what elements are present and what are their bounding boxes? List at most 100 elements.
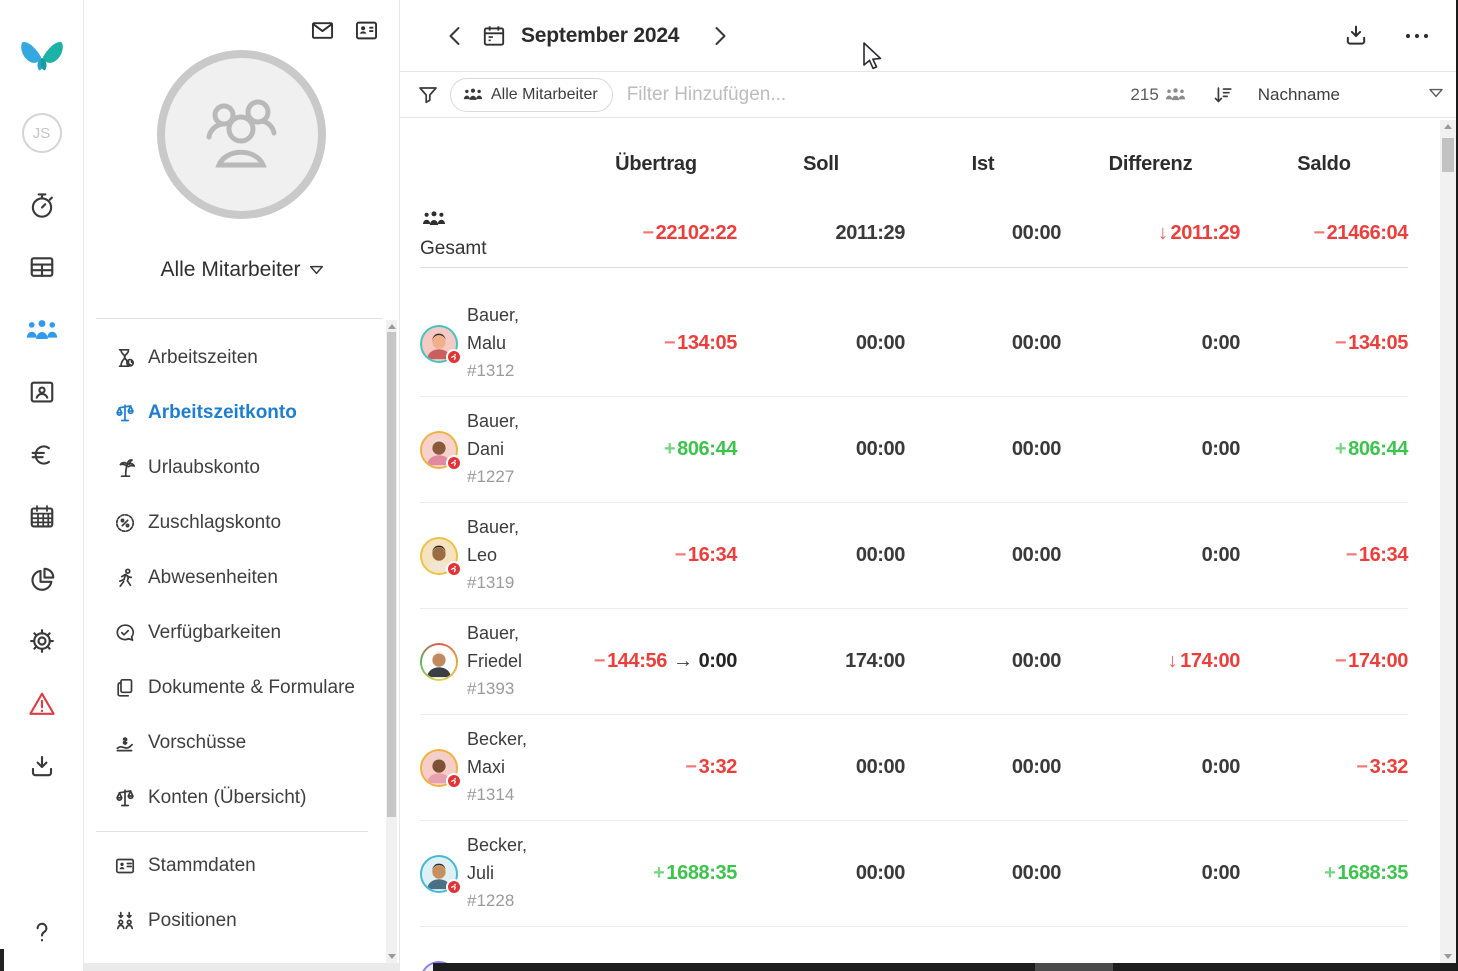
profile-group-selector[interactable]: Alle Mitarbeiter (84, 258, 400, 282)
employee-name: Becker, Maxi #1314 (467, 726, 527, 809)
employee-id: #1312 (467, 361, 515, 381)
sidebar-item-abwesenheiten[interactable]: Abwesenheiten (84, 550, 384, 605)
sidebar-item-urlaubskonto[interactable]: Urlaubskonto (84, 440, 384, 495)
total-row[interactable]: Gesamt −22102:22 2011:29 00:00 ↓ 2011:29 −214… (420, 200, 1408, 268)
contact-card-icon[interactable] (353, 17, 380, 49)
next-month-button[interactable] (703, 19, 737, 53)
employee-avatar[interactable] (420, 536, 462, 577)
scales-icon (112, 400, 138, 426)
rail-euro-icon[interactable] (27, 440, 57, 470)
value-cell: +806:44 (663, 438, 738, 460)
sidebar-item-label: Dokumente & Formulare (148, 677, 355, 698)
sidebar-item-dokumente-formulare[interactable]: Dokumente & Formulare (84, 660, 384, 715)
sidebar-item-zuschlagskonto[interactable]: Zuschlagskonto (84, 495, 384, 550)
positions-icon (112, 908, 138, 934)
help-icon[interactable] (27, 917, 57, 947)
rail-download-icon[interactable] (27, 752, 57, 782)
employee-avatar[interactable] (420, 430, 462, 471)
rail-warning-icon[interactable] (27, 689, 57, 719)
column-header-ist[interactable]: Ist (971, 152, 995, 175)
brand-butterfly-logo[interactable] (19, 36, 65, 78)
sidebar-item-label: Arbeitszeitkonto (148, 402, 297, 423)
more-options-button[interactable] (1404, 32, 1430, 40)
sidebar-item-stammdaten[interactable]: Stammdaten (84, 838, 384, 893)
sidebar-menu: Arbeitszeiten Arbeitszeitkonto Urlaubskont… (84, 330, 384, 948)
table-row[interactable]: Bauer, Malu #1312 −134:05 00:00 00:00 0:00 −134… (420, 291, 1408, 397)
chat-check-icon (112, 620, 138, 646)
sort-dropdown-chevron[interactable] (1428, 86, 1444, 104)
value-cell: 174:00 (845, 650, 905, 672)
runner-icon (112, 565, 138, 591)
horizontal-scrollbar[interactable] (433, 963, 1458, 971)
sidebar-item-label: Zuschlagskonto (148, 512, 282, 533)
sort-control[interactable]: Nachname (1212, 84, 1340, 106)
value-cell: −16:34 (1345, 544, 1409, 566)
sidebar: Alle Mitarbeiter Arbeitszeiten Arbeitszei… (84, 0, 400, 971)
sidebar-item-arbeitszeitkonto[interactable]: Arbeitszeitkonto (84, 385, 384, 440)
avatar[interactable]: JS (21, 113, 62, 153)
column-header-soll[interactable]: Soll (803, 152, 839, 175)
employee-avatar[interactable] (420, 748, 462, 789)
filter-input[interactable] (626, 83, 1131, 106)
sidebar-item-arbeitszeiten[interactable]: Arbeitszeiten (84, 330, 384, 385)
sidebar-item-label: Urlaubskonto (148, 457, 260, 478)
value-cell: −174:00 (1334, 650, 1409, 672)
rail-contact-card-icon[interactable] (27, 377, 57, 407)
column-header-saldo[interactable]: Saldo (1297, 152, 1351, 175)
filter-chip-label: Alle Mitarbeiter (491, 85, 598, 103)
absence-badge-icon (446, 348, 462, 365)
table-row[interactable]: Bauer, Dani #1227 +806:44 00:00 00:00 0:00 +806… (420, 397, 1408, 503)
value-cell: −21466:04 (1313, 222, 1408, 244)
employee-cell: Becker, Juli #1228 (420, 832, 575, 915)
main-scrollbar-thumb[interactable] (1442, 138, 1454, 172)
rail-calendar-icon[interactable] (27, 502, 57, 532)
employee-avatar[interactable] (420, 642, 458, 681)
value-cell: −22102:22 (642, 222, 737, 244)
table-row[interactable]: Becker, Juli #1228 +1688:35 00:00 00:00 0:00 +1… (420, 821, 1408, 927)
rail-pie-chart-icon[interactable] (27, 564, 57, 594)
sidebar-item-konten-übersicht[interactable]: Konten (Übersicht) (84, 770, 384, 825)
column-header-übertrag[interactable]: Übertrag (615, 152, 697, 175)
filter-funnel-icon[interactable] (416, 83, 440, 107)
mail-icon[interactable] (309, 17, 336, 49)
horizontal-scrollbar-thumb[interactable] (1035, 963, 1113, 971)
table-row[interactable]: Bauer, Friedel #1393 −144:56 → 0:00 174:00 00:0… (420, 609, 1408, 715)
sort-descending-icon (1214, 86, 1232, 103)
rail-stopwatch-icon[interactable] (27, 190, 57, 220)
employee-cell: Bauer, Friedel #1393 (420, 620, 575, 703)
export-download-button[interactable] (1342, 22, 1370, 50)
employee-count: 215 (1130, 85, 1185, 105)
rail-gear-icon[interactable] (27, 626, 57, 656)
sidebar-item-positionen[interactable]: Positionen (84, 893, 384, 948)
sidebar-item-label: Positionen (148, 910, 237, 931)
group-avatar[interactable] (157, 50, 326, 219)
sidebar-item-verfügbarkeiten[interactable]: Verfügbarkeiten (84, 605, 384, 660)
value-cell: 00:00 (1011, 756, 1062, 778)
employee-avatar[interactable] (420, 854, 462, 895)
filter-chip-all-employees[interactable]: Alle Mitarbeiter (450, 77, 613, 112)
employee-avatar[interactable] (420, 324, 462, 365)
employee-rows: Bauer, Malu #1312 −134:05 00:00 00:00 0:00 −134… (420, 268, 1408, 971)
hand-money-icon (112, 730, 138, 756)
column-header-differenz[interactable]: Differenz (1108, 152, 1193, 175)
scales-icon (112, 785, 138, 811)
main-vertical-scrollbar[interactable] (1440, 120, 1456, 963)
value-cell: 00:00 (1011, 544, 1062, 566)
total-label-cell: Gesamt (420, 208, 575, 260)
sidebar-item-label: Arbeitszeiten (148, 347, 258, 368)
sidebar-item-vorschüsse[interactable]: Vorschüsse (84, 715, 384, 770)
table-row[interactable]: Bauer, Leo #1319 −16:34 00:00 00:00 0:00 −16:34 (420, 503, 1408, 609)
team-icon (463, 88, 483, 100)
absence-badge-icon (446, 560, 462, 577)
table-row[interactable]: Becker, Maxi #1314 −3:32 00:00 00:00 0:00 −3:32 (420, 715, 1408, 821)
filter-toolbar: Alle Mitarbeiter 215 Nachname (400, 72, 1458, 118)
rail-table-icon[interactable] (27, 252, 57, 282)
main-content: September 2024 (400, 0, 1458, 971)
sidebar-scrollbar-thumb[interactable] (387, 332, 396, 817)
previous-month-button[interactable] (437, 19, 471, 53)
rail-team-icon[interactable] (25, 319, 59, 342)
sidebar-scrollbar[interactable] (386, 320, 397, 963)
value-cell: −3:32 (685, 756, 737, 778)
value-cell: 00:00 (855, 438, 906, 460)
sidebar-item-label: Stammdaten (148, 855, 256, 876)
